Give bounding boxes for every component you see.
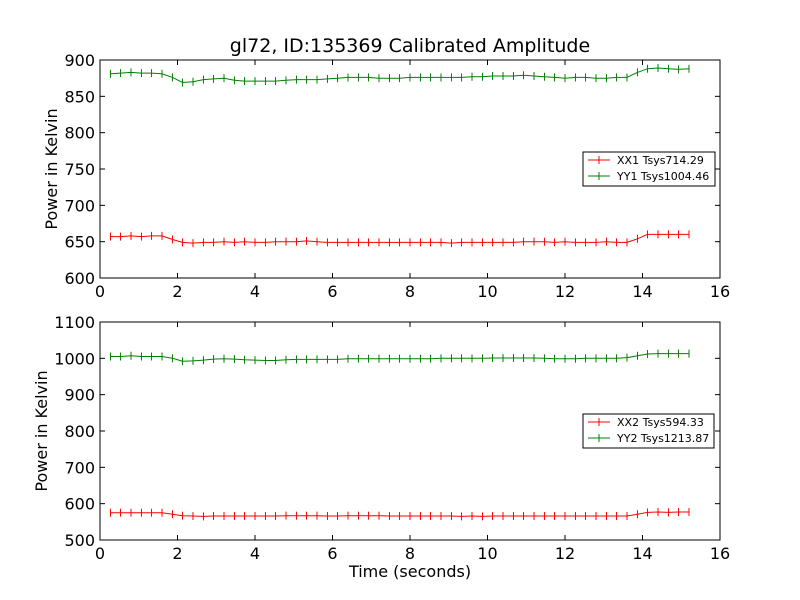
top-y-tick-label: 600 — [64, 269, 95, 288]
bottom-y-tick-label: 800 — [64, 422, 95, 441]
top-x-tick-label: 2 — [172, 282, 182, 301]
bottom-y-tick-label: 1100 — [54, 313, 95, 332]
top-legend-label-xx1: XX1 Tsys714.29 — [617, 154, 704, 167]
bottom-legend-label-xx2: XX2 Tsys594.33 — [617, 416, 704, 429]
top-y-tick-label: 750 — [64, 160, 95, 179]
bottom-y-tick-label: 900 — [64, 386, 95, 405]
top-x-tick-label: 8 — [405, 282, 415, 301]
bottom-legend-box — [582, 413, 715, 449]
top-x-tick-label: 0 — [95, 282, 105, 301]
bottom-y-tick-label: 500 — [64, 531, 95, 550]
bottom-x-tick-label: 6 — [327, 544, 337, 563]
top-x-tick-label: 10 — [477, 282, 497, 301]
top-legend-label-yy1: YY1 Tsys1004.46 — [616, 170, 709, 183]
top-y-axis-label: Power in Kelvin — [42, 108, 61, 229]
bottom-axis-ticks: 0 2 4 6 8 10 12 14 16 500 600 700 800 900 1000 1100 — [54, 313, 730, 563]
top-axis-ticks: 0 2 4 6 8 10 12 14 16 600 650 700 750 800 850 900 — [64, 51, 730, 301]
top-y-tick-label: 900 — [64, 51, 95, 70]
top-x-tick-label: 16 — [710, 282, 730, 301]
top-y-tick-label: 650 — [64, 233, 95, 252]
bottom-x-tick-label: 2 — [172, 544, 182, 563]
bottom-y-tick-label: 1000 — [54, 349, 95, 368]
bottom-x-tick-label: 0 — [95, 544, 105, 563]
bottom-y-axis-label: Power in Kelvin — [32, 370, 51, 491]
bottom-x-tick-label: 14 — [632, 544, 652, 563]
bottom-x-tick-label: 10 — [477, 544, 497, 563]
top-x-tick-label: 4 — [250, 282, 260, 301]
bottom-y-tick-label: 600 — [64, 495, 95, 514]
bottom-y-tick-label: 700 — [64, 458, 95, 477]
top-legend: XX1 Tsys714.29 YY1 Tsys1004.46 — [582, 151, 716, 187]
chart-title: gl72, ID:135369 Calibrated Amplitude — [230, 35, 590, 57]
bottom-x-tick-label: 16 — [710, 544, 730, 563]
bottom-plot: Power in Kelvin Time (seconds) 0 2 4 6 8 10 12… — [32, 313, 730, 581]
top-y-tick-label: 700 — [64, 196, 95, 215]
top-series-layer — [109, 63, 690, 248]
bottom-legend: XX2 Tsys594.33 YY2 Tsys1213.87 — [582, 413, 715, 449]
top-y-tick-label: 800 — [64, 124, 95, 143]
x-axis-label: Time (seconds) — [348, 562, 471, 581]
top-legend-box — [582, 151, 716, 187]
top-x-tick-label: 6 — [327, 282, 337, 301]
top-x-tick-label: 12 — [555, 282, 575, 301]
top-y-tick-label: 850 — [64, 87, 95, 106]
bottom-x-tick-label: 4 — [250, 544, 260, 563]
bottom-x-tick-label: 12 — [555, 544, 575, 563]
bottom-x-tick-label: 8 — [405, 544, 415, 563]
bottom-legend-label-yy2: YY2 Tsys1213.87 — [616, 432, 709, 445]
top-plot: gl72, ID:135369 Calibrated Amplitude Pow… — [42, 35, 730, 301]
bottom-series-layer — [109, 349, 690, 521]
top-x-tick-label: 14 — [632, 282, 652, 301]
